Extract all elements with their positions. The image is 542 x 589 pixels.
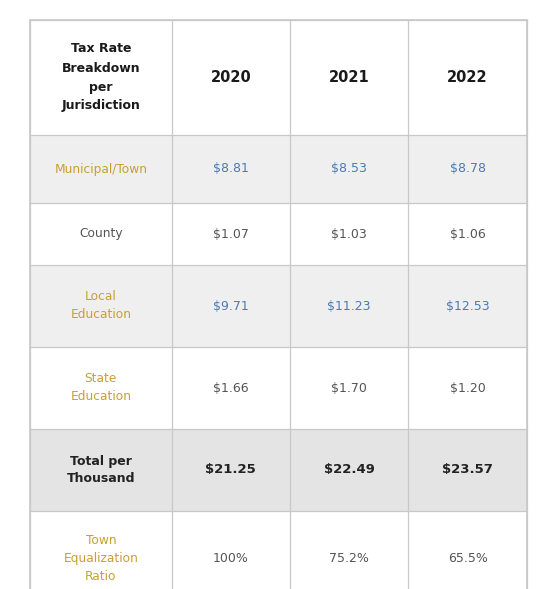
Text: $1.03: $1.03 xyxy=(331,227,367,240)
Text: $23.57: $23.57 xyxy=(442,464,493,477)
Text: Municipal/Town: Municipal/Town xyxy=(54,163,147,176)
Text: $1.07: $1.07 xyxy=(213,227,249,240)
Bar xyxy=(290,511,408,589)
Text: $22.49: $22.49 xyxy=(324,464,375,477)
Text: $11.23: $11.23 xyxy=(327,299,371,313)
Bar xyxy=(172,429,290,511)
Bar xyxy=(408,429,527,511)
Bar xyxy=(30,511,172,589)
Bar xyxy=(30,347,172,429)
Bar xyxy=(290,203,408,265)
Bar xyxy=(30,135,172,203)
Bar xyxy=(290,265,408,347)
Bar xyxy=(30,429,172,511)
Text: County: County xyxy=(79,227,122,240)
Text: Total per
Thousand: Total per Thousand xyxy=(67,455,135,485)
Bar xyxy=(290,429,408,511)
Text: Tax Rate
Breakdown
per
Jurisdiction: Tax Rate Breakdown per Jurisdiction xyxy=(61,42,140,112)
Bar xyxy=(30,20,172,135)
Text: $1.70: $1.70 xyxy=(331,382,367,395)
Bar xyxy=(172,265,290,347)
Text: State
Education: State Education xyxy=(70,372,131,403)
Bar xyxy=(408,20,527,135)
Text: $1.20: $1.20 xyxy=(450,382,486,395)
Text: Town
Equalization
Ratio: Town Equalization Ratio xyxy=(63,534,138,583)
Text: 75.2%: 75.2% xyxy=(329,552,369,565)
Text: $8.81: $8.81 xyxy=(213,163,249,176)
Bar xyxy=(172,20,290,135)
Bar xyxy=(290,20,408,135)
Text: $8.78: $8.78 xyxy=(450,163,486,176)
Text: 2020: 2020 xyxy=(210,70,251,85)
Text: $9.71: $9.71 xyxy=(213,299,249,313)
Text: 2021: 2021 xyxy=(328,70,370,85)
Bar xyxy=(408,511,527,589)
Bar xyxy=(30,265,172,347)
Bar xyxy=(408,203,527,265)
Text: 65.5%: 65.5% xyxy=(448,552,488,565)
Bar xyxy=(172,347,290,429)
Bar xyxy=(290,347,408,429)
Bar xyxy=(172,511,290,589)
Bar xyxy=(408,347,527,429)
Bar xyxy=(408,135,527,203)
Text: 2022: 2022 xyxy=(447,70,488,85)
Bar xyxy=(290,135,408,203)
Bar xyxy=(408,265,527,347)
Text: Local
Education: Local Education xyxy=(70,290,131,322)
Text: $21.25: $21.25 xyxy=(205,464,256,477)
Text: $8.53: $8.53 xyxy=(331,163,367,176)
Bar xyxy=(172,203,290,265)
Bar xyxy=(172,135,290,203)
Text: $12.53: $12.53 xyxy=(446,299,489,313)
Text: $1.06: $1.06 xyxy=(450,227,486,240)
Text: 100%: 100% xyxy=(213,552,249,565)
Text: $1.66: $1.66 xyxy=(213,382,249,395)
Bar xyxy=(30,203,172,265)
